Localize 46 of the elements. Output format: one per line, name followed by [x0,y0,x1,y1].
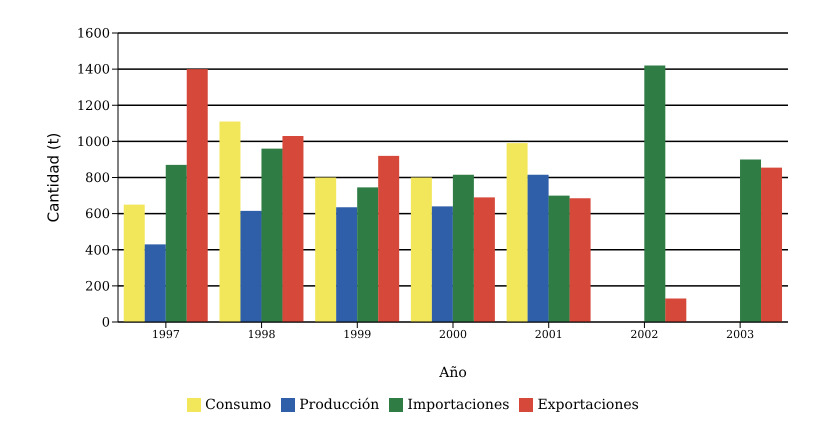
legend-label: Importaciones [407,397,510,413]
y-tick-label: 0 [102,316,110,331]
y-tick-label: 800 [85,171,110,186]
bar [357,187,378,322]
legend-label: Producción [299,397,380,413]
y-tick-label: 1200 [76,98,110,114]
bar [528,174,549,322]
bar [261,148,282,322]
x-tick-label: 2003 [726,328,754,341]
x-tick-label: 2001 [534,328,563,341]
bar [548,196,570,322]
bar [240,210,262,322]
x-tick-label: 2000 [439,328,467,341]
x-tick-label: 1999 [343,328,372,341]
bar [474,197,495,322]
bar [378,156,400,322]
legend-label: Consumo [205,397,272,413]
x-tick-label: 2002 [630,328,658,341]
y-tick-label: 1600 [76,26,110,42]
bar [506,143,528,322]
bar [644,66,666,322]
bar [144,244,166,322]
y-tick-label: 200 [85,279,110,294]
bar [282,136,304,322]
bar [740,159,762,322]
bar [452,174,474,322]
bar [336,207,358,322]
bar [432,206,453,322]
legend-label: Exportaciones [537,397,639,413]
bar [219,122,240,322]
bar [124,204,145,322]
y-tick-label: 1000 [76,134,110,150]
bar [186,69,208,322]
x-axis-title: Año [438,365,467,381]
bar [166,164,187,322]
bar [665,298,686,322]
bar [570,198,591,322]
x-tick-label: 1998 [248,328,276,341]
y-tick-label: 1400 [76,62,110,78]
y-tick-label: 400 [85,243,110,258]
y-tick-label: 600 [85,207,110,222]
bar [315,178,336,322]
y-axis-title: Cantidad (t) [44,132,62,222]
bar [761,168,782,322]
bar [410,178,432,322]
x-tick-label: 1997 [152,328,180,341]
